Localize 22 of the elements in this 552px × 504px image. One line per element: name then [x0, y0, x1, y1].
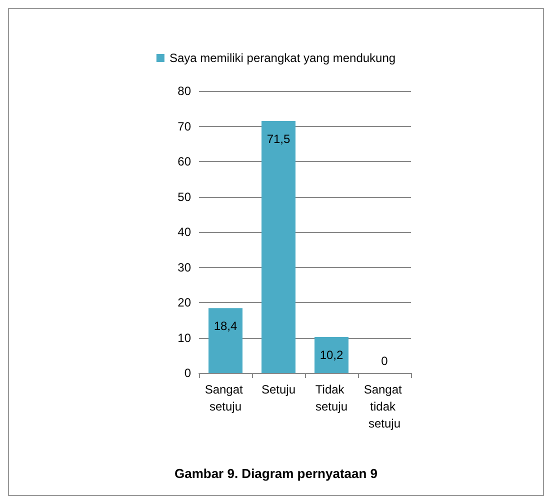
text: Gambar 9. Diagram pernyataan 9 [174, 466, 378, 481]
x-tick-label: Tidak setuju [315, 382, 348, 414]
data-label: 0 [381, 354, 388, 368]
y-tick-label: 30 [178, 260, 192, 274]
bar [208, 308, 242, 373]
legend-label: Saya memiliki perangkat yang mendukung [169, 51, 396, 65]
y-tick-label: 80 [178, 84, 192, 98]
y-tick-label: 50 [178, 190, 192, 204]
data-label: 18,4 [214, 319, 238, 334]
y-tick-label: 60 [178, 154, 192, 168]
bar [262, 120, 296, 373]
y-tick-label: 40 [178, 225, 192, 239]
y-tick-label: 10 [178, 330, 192, 345]
x-tick-label: Sangat setuju [204, 382, 246, 414]
y-tick-label: 20 [178, 296, 192, 310]
x-tick-label: Setuju [261, 382, 296, 396]
y-tick-label: 70 [178, 119, 192, 134]
y-tick-label: 0 [184, 366, 192, 380]
x-tick-label: Sangat tidak setuju [364, 382, 406, 430]
bar [314, 337, 348, 373]
data-label: 71,5 [266, 132, 290, 146]
data-label: 10,2 [320, 348, 344, 362]
